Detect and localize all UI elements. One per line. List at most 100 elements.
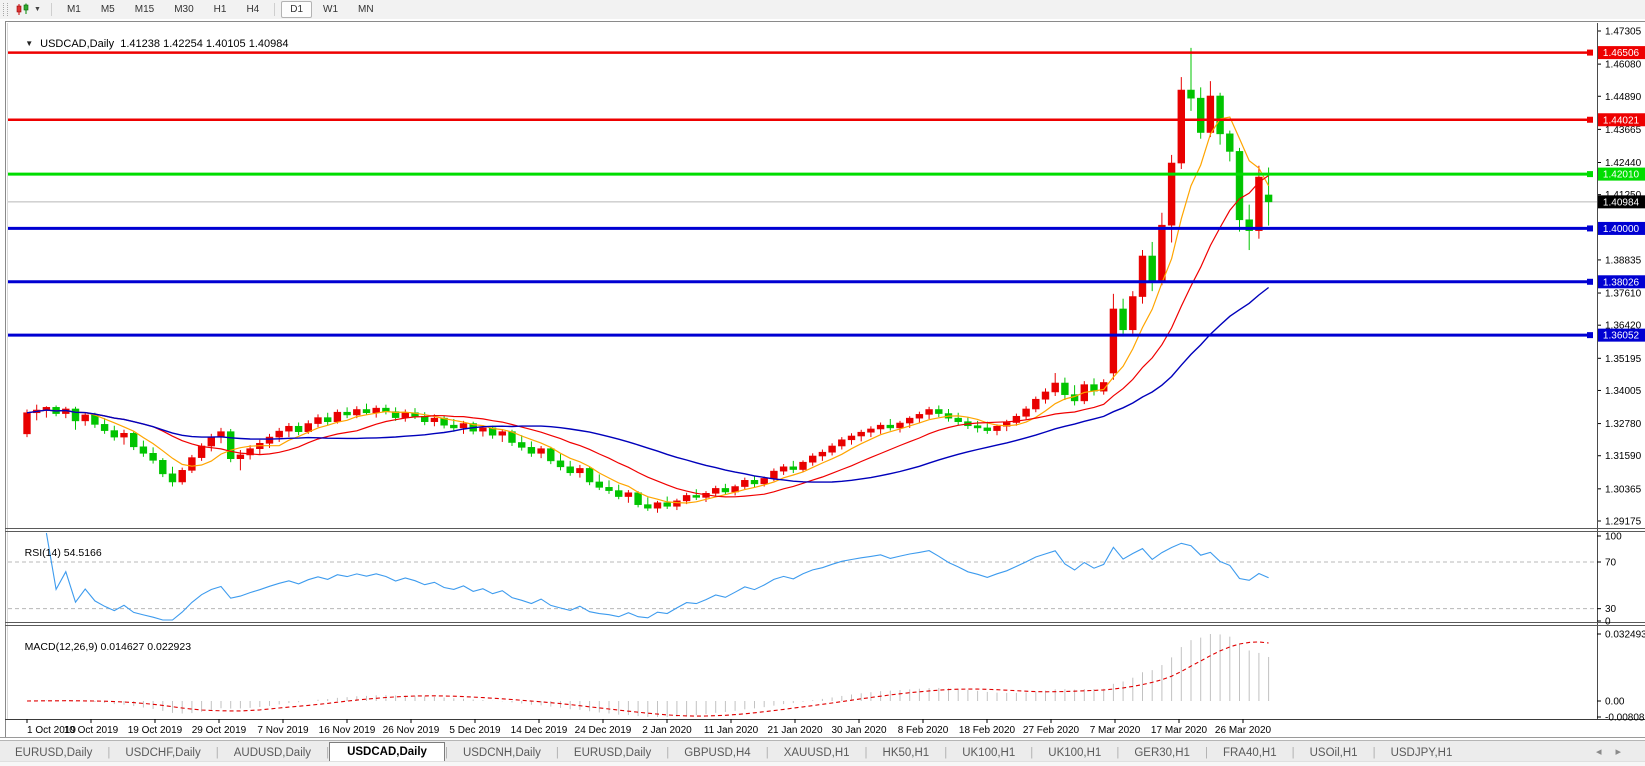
tab-fra40-h1[interactable]: FRA40,H1 bbox=[1222, 747, 1277, 759]
tab-usdchf-daily[interactable]: USDCHF,Daily bbox=[125, 747, 201, 759]
line-handle[interactable] bbox=[1587, 332, 1593, 339]
tab-separator: | bbox=[107, 747, 111, 759]
tab-usdcnh-daily[interactable]: USDCNH,Daily bbox=[462, 747, 541, 759]
moving-average-30 bbox=[26, 286, 1270, 483]
timeframe-button-mn[interactable]: MN bbox=[358, 4, 374, 15]
svg-text:100: 100 bbox=[1605, 532, 1622, 543]
price-badge bbox=[1598, 113, 1645, 127]
macd-signal-line bbox=[26, 641, 1269, 717]
price-badge bbox=[1598, 221, 1645, 235]
svg-text:1.40000: 1.40000 bbox=[1603, 224, 1640, 235]
horizontal-lines: 1.46506 1.44021 1.42010 1.40000 1.38026 1.360… bbox=[8, 46, 1645, 342]
line-handle[interactable] bbox=[1587, 49, 1593, 56]
toolbar-separator bbox=[274, 3, 276, 16]
ohlc-low: 1.40105 bbox=[205, 38, 246, 50]
rsi-value: 54.5166 bbox=[63, 547, 102, 559]
tab-scroll-arrows: ◂▸ bbox=[1596, 745, 1635, 758]
svg-text:1.46506: 1.46506 bbox=[1603, 48, 1640, 59]
tab-audusd-daily[interactable]: AUDUSD,Daily bbox=[233, 747, 312, 759]
price-badge bbox=[1598, 167, 1645, 181]
tab-usdcad-daily[interactable]: USDCAD,Daily bbox=[329, 742, 445, 762]
date-label: 26 Nov 2019 bbox=[383, 725, 440, 736]
tab-separator: | bbox=[666, 747, 670, 759]
timeframe-button-h1[interactable]: H1 bbox=[213, 4, 227, 15]
toolbar-grip[interactable] bbox=[3, 3, 8, 16]
tab-usdjpy-h1[interactable]: USDJPY,H1 bbox=[1390, 747, 1453, 759]
current-price-badge: 1.40984 bbox=[1598, 195, 1645, 209]
timeframe-toolbar: ▼ M1 M5 M15 M30 H1 H4 D1 W1 MN bbox=[0, 0, 1645, 20]
tab-hk50-h1[interactable]: HK50,H1 bbox=[882, 747, 930, 759]
date-label: 10 Oct 2019 bbox=[64, 725, 119, 736]
timeframe-button-m5[interactable]: M5 bbox=[100, 4, 115, 15]
rsi-pane[interactable]: 100 70 30 0 bbox=[8, 532, 1622, 628]
date-label: 18 Feb 2020 bbox=[959, 725, 1016, 736]
tab-uk100-h1[interactable]: UK100,H1 bbox=[1048, 747, 1102, 759]
ohlc-close: 1.40984 bbox=[248, 38, 289, 50]
price-scale: 1.473051.460801.448901.436651.424401.412… bbox=[1597, 23, 1642, 719]
chart-menu-icon[interactable]: ▼ bbox=[25, 39, 34, 48]
symbol-tab-bar: EURUSD,Daily | USDCHF,Daily | AUDUSD,Daily | U… bbox=[0, 740, 1645, 762]
date-label: 7 Nov 2019 bbox=[257, 725, 309, 736]
svg-text:1.36420: 1.36420 bbox=[1605, 321, 1642, 332]
svg-text:1.47305: 1.47305 bbox=[1605, 27, 1642, 38]
macd-pane[interactable]: 0.032493 0.00 -0.008086 bbox=[26, 629, 1645, 724]
chart-type-icon[interactable] bbox=[13, 3, 32, 16]
line-handle[interactable] bbox=[1587, 225, 1593, 232]
price-badge bbox=[1598, 328, 1645, 342]
chart-frame bbox=[5, 21, 1645, 737]
tab-scroll-left-icon[interactable]: ◂ bbox=[1595, 746, 1616, 758]
tab-separator: | bbox=[1030, 747, 1034, 759]
tab-separator: | bbox=[944, 747, 948, 759]
svg-text:1.43665: 1.43665 bbox=[1605, 125, 1642, 136]
tab-separator: | bbox=[1291, 747, 1295, 759]
date-label: 17 Mar 2020 bbox=[1151, 725, 1208, 736]
line-handle[interactable] bbox=[1587, 116, 1593, 123]
tab-separator: | bbox=[864, 747, 868, 759]
tab-usoil-h1[interactable]: USOil,H1 bbox=[1309, 747, 1358, 759]
svg-text:1.37610: 1.37610 bbox=[1605, 289, 1642, 300]
date-label: 29 Oct 2019 bbox=[192, 725, 247, 736]
chart-type-dropdown-icon[interactable]: ▼ bbox=[34, 6, 41, 13]
candles-layer bbox=[23, 47, 1273, 513]
tab-eurusd-daily[interactable]: EURUSD,Daily bbox=[15, 747, 93, 759]
macd-main-value: 0.014627 bbox=[100, 641, 145, 653]
timeframe-button-m15[interactable]: M15 bbox=[134, 4, 155, 15]
tab-eurusd-daily[interactable]: EURUSD,Daily bbox=[573, 747, 652, 759]
timeframe-button-m30[interactable]: M30 bbox=[174, 4, 194, 15]
date-label: 19 Oct 2019 bbox=[128, 725, 183, 736]
date-label: 8 Feb 2020 bbox=[898, 725, 949, 736]
tab-gbpusd-h4[interactable]: GBPUSD,H4 bbox=[684, 747, 751, 759]
tab-scroll-right-icon[interactable]: ▸ bbox=[1615, 746, 1635, 758]
tab-separator: | bbox=[555, 747, 559, 759]
tab-uk100-h1[interactable]: UK100,H1 bbox=[962, 747, 1016, 759]
timeframe-button-d1[interactable]: D1 bbox=[281, 1, 313, 18]
timeframe-button-w1[interactable]: W1 bbox=[323, 4, 339, 15]
moving-average-14 bbox=[26, 175, 1269, 498]
toolbar-separator bbox=[50, 3, 52, 16]
svg-text:1.38026: 1.38026 bbox=[1603, 277, 1640, 288]
price-chart-canvas[interactable]: 1.47305 1.46080 1.44890 1.43665 1.42440 1.412… bbox=[0, 19, 1645, 740]
ohlc-high: 1.42254 bbox=[163, 38, 203, 50]
date-label: 2 Jan 2020 bbox=[642, 725, 692, 736]
timeframe-button-h4[interactable]: H4 bbox=[246, 4, 260, 15]
tab-xauusd-h1[interactable]: XAUUSD,H1 bbox=[783, 747, 850, 759]
date-label: 14 Dec 2019 bbox=[511, 725, 568, 736]
date-label: 30 Jan 2020 bbox=[831, 725, 886, 736]
svg-text:0: 0 bbox=[1605, 617, 1611, 628]
price-badge bbox=[1598, 46, 1645, 60]
date-label: 16 Nov 2019 bbox=[319, 725, 376, 736]
tab-separator: | bbox=[1204, 747, 1208, 759]
macd-signal-value: 0.022923 bbox=[147, 641, 192, 653]
chart-title: ▼ USDCAD,Daily 1.41238 1.42254 1.40105 1.… bbox=[13, 26, 289, 62]
tab-separator: | bbox=[444, 747, 448, 759]
svg-text:1.44890: 1.44890 bbox=[1605, 92, 1642, 103]
svg-text:-0.008086: -0.008086 bbox=[1605, 713, 1645, 724]
timeframe-button-m1[interactable]: M1 bbox=[66, 4, 81, 15]
svg-text:0.00: 0.00 bbox=[1605, 697, 1625, 708]
svg-text:1.31590: 1.31590 bbox=[1605, 451, 1642, 462]
line-handle[interactable] bbox=[1587, 171, 1593, 178]
tab-ger30-h1[interactable]: GER30,H1 bbox=[1134, 747, 1190, 759]
line-handle[interactable] bbox=[1587, 278, 1593, 285]
